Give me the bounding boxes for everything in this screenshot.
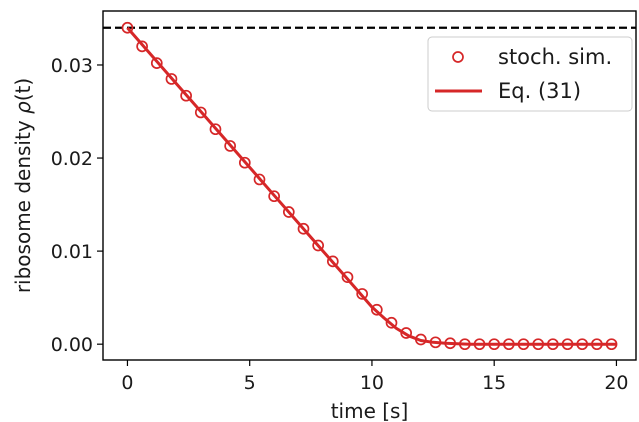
eq31-line (126, 26, 617, 346)
legend-marker-stoch-sim (452, 51, 464, 63)
stoch-sim-point (561, 338, 574, 351)
stoch-sim-point (356, 288, 369, 300)
stoch-sim-point (605, 338, 618, 351)
y-tick-label: 0.00 (51, 334, 93, 356)
legend-label-eq31: Eq. (31) (498, 79, 581, 103)
stoch-sim-point (326, 255, 339, 268)
stoch-sim-point (576, 338, 589, 351)
x-tick-label: 20 (604, 372, 628, 394)
stoch-sim-point (268, 190, 280, 203)
x-tick-label: 15 (482, 372, 506, 394)
stoch-sim-point (385, 316, 398, 329)
stoch-sim-point (180, 89, 192, 102)
axes-frame (102, 10, 637, 361)
x-tick-label: 5 (244, 372, 256, 394)
stoch-sim-point (282, 206, 295, 218)
stoch-sim-point (238, 156, 251, 169)
stoch-sim-point (341, 271, 354, 284)
x-tick-label: 0 (121, 372, 133, 394)
stoch-sim-point (224, 140, 236, 152)
stoch-sim-point (459, 338, 471, 351)
y-axis-label-text: ribosome density (11, 114, 35, 293)
legend: stoch. sim. Eq. (31) (427, 36, 633, 112)
stoch-sim-point (591, 338, 603, 351)
stoch-sim-point (532, 338, 545, 351)
y-tick-label: 0.03 (51, 55, 93, 77)
model-line-layer (126, 26, 617, 346)
stoch-sim-point (400, 327, 413, 339)
stoch-sim-point (517, 338, 530, 351)
stoch-sim-point (209, 123, 222, 136)
stoch-sim-point (194, 106, 207, 119)
marker-layer (121, 21, 618, 351)
stoch-sim-point (414, 333, 427, 346)
stoch-sim-point (547, 338, 559, 351)
stoch-sim-point (444, 337, 457, 350)
stoch-sim-point (150, 57, 163, 69)
y-tick-label: 0.02 (51, 148, 93, 170)
x-axis-label: time [s] (331, 399, 409, 422)
stoch-sim-point (165, 73, 178, 85)
y-axis-label-symbol: ρ (11, 101, 35, 114)
y-tick-label: 0.01 (51, 241, 93, 263)
legend-label-stoch-sim: stoch. sim. (498, 45, 612, 69)
stoch-sim-point (121, 21, 134, 34)
plot-area (102, 10, 637, 361)
y-axis-label-argument: (t) (11, 78, 35, 101)
y-axis-label: ribosome density ρ(t) (11, 78, 35, 293)
x-tick-label: 10 (360, 372, 384, 394)
stoch-sim-point (253, 173, 266, 186)
stoch-sim-point (429, 336, 442, 349)
x-axis-ticks: 0 5 10 15 20 (121, 360, 629, 394)
stoch-sim-point (297, 222, 310, 235)
stoch-sim-point (503, 338, 515, 351)
stoch-sim-point (488, 338, 501, 351)
stoch-sim-point (312, 239, 325, 252)
stoch-sim-point (370, 303, 383, 316)
stoch-sim-point (136, 40, 148, 53)
y-axis-ticks: 0.00 0.01 0.02 0.03 (51, 55, 103, 356)
stoch-sim-point (473, 338, 486, 351)
